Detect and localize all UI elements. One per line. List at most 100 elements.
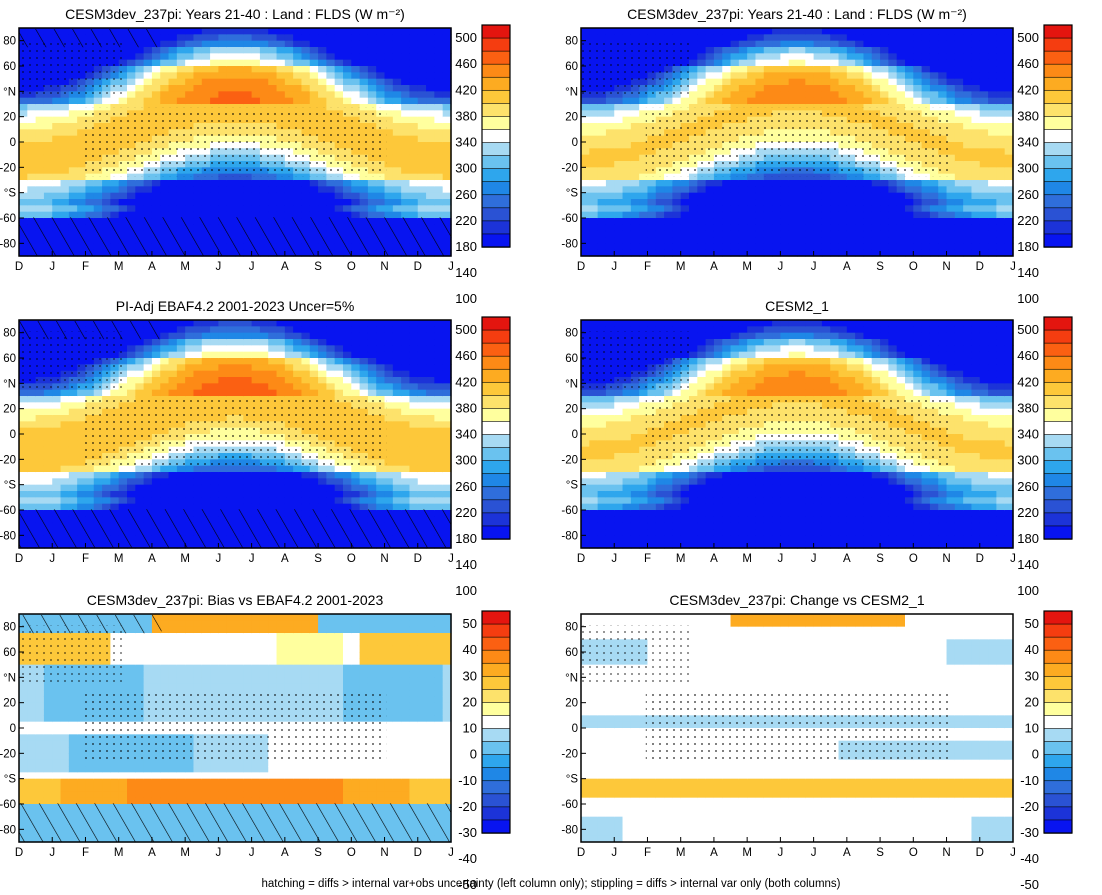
heatmap-cell [963,72,973,80]
heatmap-cell [243,173,253,181]
heatmap-cell [426,110,435,118]
heatmap-cell [27,142,37,149]
heatmap-cell [896,205,906,213]
heatmap-cell [160,53,170,61]
heatmap-cell [118,465,128,473]
heatmap-cell [797,237,806,244]
heatmap-cell [426,28,435,35]
heatmap-cell [176,383,186,391]
heatmap-cell [409,173,419,181]
heatmap-cell [1004,97,1014,105]
heatmap-cell [235,383,244,391]
heatmap-cell [110,472,120,479]
heatmap-cell [747,205,757,213]
colorbar-swatch [1043,194,1073,209]
heatmap-cell [326,205,336,213]
heatmap-cell [871,28,881,35]
heatmap-cell [409,142,419,149]
heatmap-cell [434,192,444,200]
heatmap-cell [93,180,103,187]
heatmap-cell [971,97,981,105]
heatmap-cell [226,186,236,194]
heatmap-cell [755,104,765,111]
heatmap-cell [235,28,244,35]
heatmap-cell [68,408,78,416]
heatmap-cell [689,199,698,206]
heatmap-cell [251,370,261,378]
heatmap-cell [176,78,186,86]
heatmap-cell [35,427,45,435]
heatmap-cell [127,205,136,213]
x-tick-label: J [448,261,454,273]
heatmap-cell [27,402,37,410]
heatmap-cell [318,91,327,99]
heatmap-cell [201,345,211,353]
heatmap-cell [442,173,452,181]
heatmap-cell [43,211,53,219]
heatmap-cell [639,161,649,168]
heatmap-cell [988,116,997,124]
heatmap-cell [160,351,170,359]
heatmap-cell [151,351,161,359]
heatmap-cell [77,167,87,175]
heatmap-cell [268,351,278,359]
heatmap-cell [855,78,865,86]
heatmap-cell [210,383,219,391]
heatmap-cell [738,249,748,257]
heatmap-cell [243,186,253,194]
heatmap-cell [946,91,956,99]
heatmap-cell [293,78,303,86]
heatmap-cell [755,66,765,73]
heatmap-cell [301,104,311,111]
heatmap-cell [127,478,136,486]
heatmap-cell [813,230,823,238]
heatmap-cell [392,85,402,92]
heatmap-cell [376,72,386,80]
heatmap-cell [896,192,906,200]
heatmap-cell [1004,148,1014,156]
heatmap-cell [235,180,244,187]
colorbar-label: 340 [455,135,477,150]
heatmap-cell [35,142,45,149]
heatmap-cell [1004,91,1014,99]
heatmap-cell [110,180,120,187]
heatmap-cell [929,53,939,61]
heatmap-cell [127,484,136,492]
heatmap-cell [938,199,948,206]
heatmap-cell [143,370,153,378]
heatmap-cell [93,465,103,473]
heatmap-cell [813,78,823,86]
heatmap-cell [226,40,236,48]
heatmap-cell [946,40,956,48]
heatmap-cell [722,40,732,48]
heatmap-cell [581,135,590,143]
heatmap-cell [359,66,369,73]
heatmap-cell [996,161,1006,168]
heatmap-cell [830,205,840,213]
heatmap-cell [226,332,236,340]
heatmap-cell [905,104,914,111]
heatmap-cell [417,72,427,80]
heatmap-cell [226,78,236,86]
heatmap-cell [755,78,765,86]
heatmap-cell [376,97,386,105]
heatmap-cell [855,249,865,257]
heatmap-cell [68,389,78,397]
heatmap-cell [622,142,632,149]
heatmap-cell [201,370,211,378]
heatmap-cell [639,199,649,206]
heatmap-cell [151,484,161,492]
heatmap-cell [672,237,682,244]
heatmap-cell [359,34,369,42]
heatmap-cell [93,389,103,397]
heatmap-cell [813,53,823,61]
heatmap-cell [226,91,236,99]
heatmap-cell [788,59,798,67]
heatmap-cell [921,173,931,181]
heatmap-cell [168,332,178,340]
heatmap-cell [359,53,369,61]
heatmap-cell [979,243,989,251]
heatmap-cell [747,180,757,187]
heatmap-cell [301,34,311,42]
